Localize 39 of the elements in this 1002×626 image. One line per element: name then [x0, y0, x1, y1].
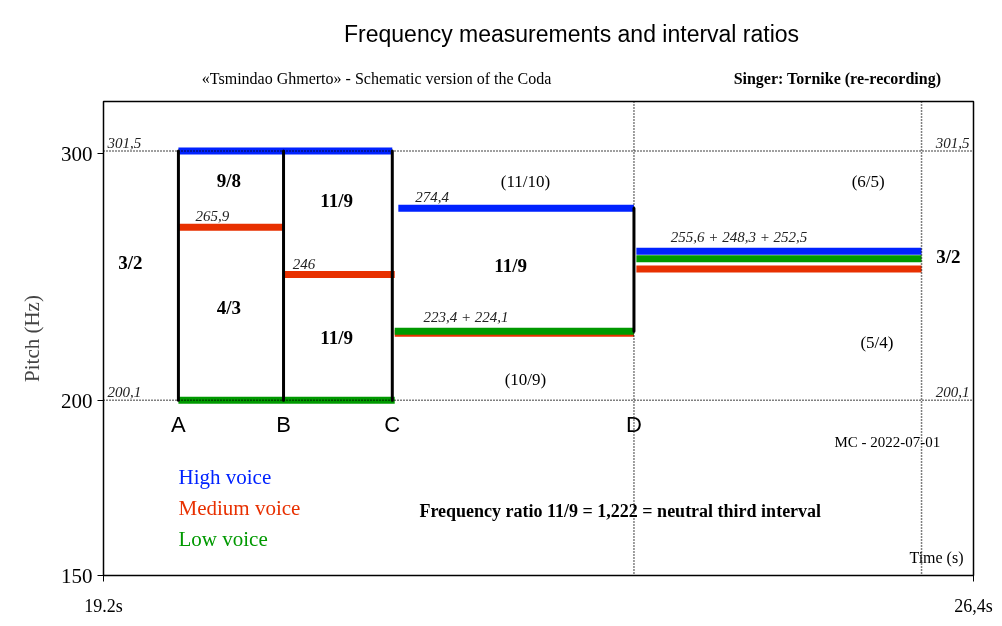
annotation: 4/3	[216, 297, 241, 319]
text: Low voice	[178, 526, 268, 551]
annotation: Frequency ratio 11/9 = 1,222 = neutral third interval	[419, 500, 822, 521]
ref-line-label: 301,5	[106, 134, 142, 151]
y-tick-label: 200	[61, 388, 93, 413]
annotation: (11/10)	[500, 172, 551, 192]
annotation: 11/9	[320, 190, 354, 212]
chart-subtitle: «Tsmindao Ghmerto» - Schematic version of the Coda	[201, 69, 552, 87]
annotation: 265,9	[195, 208, 230, 225]
chart-title: Frequency measurements and interval ratios	[344, 20, 800, 47]
annotation: 246	[292, 255, 316, 272]
y-tick-label: 150	[61, 563, 93, 588]
annotation: 3/2	[936, 246, 961, 267]
annotation: MC - 2022-07-01	[834, 434, 941, 451]
annotation: 274,4	[415, 189, 450, 206]
annotation: C	[384, 412, 401, 438]
annotation: (10/9)	[504, 369, 547, 389]
text: 301,5	[935, 134, 970, 151]
y-tick-label: 300	[61, 141, 93, 166]
annotation: (6/5)	[851, 172, 885, 192]
x-tick-label: 26,4s	[954, 595, 993, 616]
annotation: A	[171, 412, 187, 438]
ref-line-label: 200,1	[107, 384, 142, 401]
annotation: 3/2	[118, 252, 143, 274]
text: Medium voice	[178, 495, 301, 520]
annotation: B	[276, 412, 291, 438]
text: High voice	[178, 464, 272, 489]
text: 200,1	[935, 384, 970, 401]
annotation: 11/9	[320, 327, 354, 349]
text: Singer: Tornike (re-recording)	[733, 69, 942, 88]
annotation: (5/4)	[860, 332, 894, 352]
x-tick-label: 19.2s	[84, 595, 123, 616]
y-axis-title: Pitch (Hz)	[20, 295, 44, 382]
annotation: 11/9	[494, 255, 528, 276]
annotation: 223,4 + 224,1	[423, 309, 509, 326]
annotation: D	[626, 412, 642, 438]
x-axis-title: Time (s)	[909, 548, 964, 567]
annotation: 255,6 + 248,3 + 252,5	[670, 229, 808, 246]
annotation: 9/8	[216, 170, 241, 192]
